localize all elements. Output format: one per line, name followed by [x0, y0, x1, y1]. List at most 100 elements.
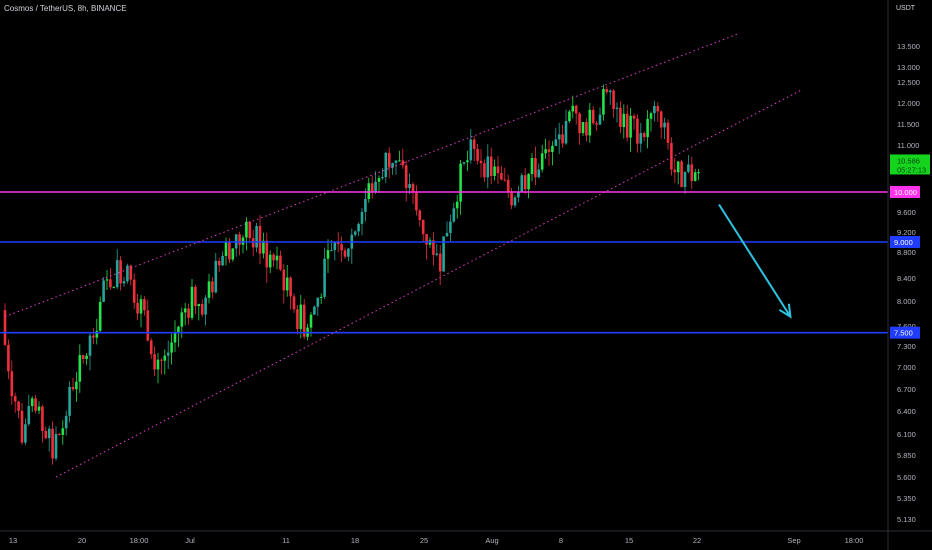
candle-body	[690, 164, 694, 181]
candle-body	[112, 287, 116, 289]
x-tick-label: 18:00	[130, 536, 149, 545]
candle-body	[61, 428, 65, 435]
candle-body	[200, 303, 204, 315]
candle-body	[418, 210, 422, 221]
x-tick-label: Sep	[787, 536, 800, 545]
candle-body	[20, 410, 24, 443]
x-tick-label: Aug	[485, 536, 498, 545]
candle-body	[387, 152, 391, 168]
candle-body	[211, 281, 214, 293]
x-tick-label: 20	[78, 536, 86, 545]
candle-body	[364, 199, 367, 212]
chart-title: Cosmos / TetherUS, 8h, BINANCE	[4, 4, 127, 13]
candle-body	[496, 166, 500, 174]
candle-body	[265, 240, 269, 268]
candle-body	[279, 255, 282, 270]
candle-body	[554, 139, 558, 146]
candle-body	[44, 430, 48, 439]
candle-body	[622, 113, 626, 128]
candlestick-series	[3, 84, 700, 465]
candle-body	[3, 310, 7, 345]
candle-body	[544, 149, 547, 154]
time-axis[interactable]: 13 20 18:00 Jul 11 18 25 Aug 8 15 22 Sep 18:00	[0, 530, 932, 545]
candle-body	[571, 105, 575, 112]
candle-body	[557, 134, 561, 140]
price-tag-7.500: 7.500	[894, 329, 913, 338]
last-price-countdown: 05:27:13	[897, 165, 926, 174]
candle-body	[13, 396, 17, 402]
candle-body	[636, 118, 639, 144]
candle-body	[401, 160, 405, 166]
candle-body	[139, 299, 143, 314]
candle-body	[132, 279, 136, 303]
candle-body	[153, 354, 156, 370]
candle-body	[693, 172, 697, 181]
candle-body	[88, 335, 92, 356]
candle-body	[47, 428, 51, 439]
candle-body	[394, 160, 398, 163]
candle-body	[683, 171, 687, 188]
candle-body	[136, 302, 139, 314]
channel-upper-line	[4, 32, 740, 318]
candle-body	[483, 163, 486, 178]
candle-body	[619, 107, 622, 128]
candle-body	[296, 309, 299, 329]
candle-body	[197, 303, 201, 307]
candle-body	[435, 253, 439, 255]
candle-body	[452, 208, 456, 222]
candle-body	[445, 232, 449, 237]
candle-body	[438, 253, 442, 272]
candle-body	[374, 181, 377, 193]
candle-body	[472, 139, 476, 149]
candle-body	[75, 381, 78, 390]
candle-body	[316, 297, 320, 307]
candle-body	[54, 433, 58, 459]
candle-body	[333, 242, 337, 251]
candle-body	[248, 221, 252, 239]
candle-body	[408, 184, 411, 189]
candle-body	[81, 355, 85, 359]
y-tick-label: 12.500	[897, 78, 920, 87]
x-tick-label: 18	[351, 536, 359, 545]
candle-body	[309, 314, 313, 328]
candle-body	[17, 401, 20, 411]
candle-body	[676, 161, 680, 173]
candle-body	[404, 165, 408, 189]
candle-body	[615, 107, 619, 109]
price-tag-10.000: 10.000	[894, 188, 917, 197]
candle-body	[126, 265, 129, 282]
candle-body	[7, 344, 10, 372]
last-price-tag-bg	[890, 154, 930, 175]
candle-body	[612, 90, 615, 109]
candle-body	[27, 406, 31, 425]
y-tick-label: 8.000	[897, 297, 916, 306]
candle-body	[639, 133, 643, 144]
candle-body	[272, 254, 275, 261]
x-tick-label: Jul	[185, 536, 195, 545]
candle-body	[462, 162, 466, 164]
candle-body	[282, 269, 286, 291]
candle-body	[680, 161, 683, 188]
price-axis[interactable]: 13.500 13.000 12.500 12.000 11.500 11.000 10.0…	[887, 0, 920, 550]
candle-body	[228, 242, 231, 260]
candle-body	[527, 174, 530, 190]
candle-body	[486, 156, 490, 178]
candle-body	[646, 118, 649, 138]
candle-body	[370, 183, 374, 193]
candle-body	[313, 306, 316, 315]
candle-body	[513, 197, 517, 206]
candle-body	[10, 371, 14, 397]
x-tick-label: 18:00	[845, 536, 864, 545]
candle-body	[299, 304, 303, 329]
candle-body	[530, 157, 534, 175]
candle-body	[564, 120, 568, 144]
candle-body	[58, 433, 61, 435]
candle-body	[289, 277, 292, 297]
x-tick-label: 22	[693, 536, 701, 545]
candle-body	[574, 105, 578, 114]
candle-body	[360, 211, 364, 224]
candle-body	[479, 160, 483, 164]
candle-body	[214, 260, 218, 293]
x-tick-label: 8	[559, 536, 563, 545]
